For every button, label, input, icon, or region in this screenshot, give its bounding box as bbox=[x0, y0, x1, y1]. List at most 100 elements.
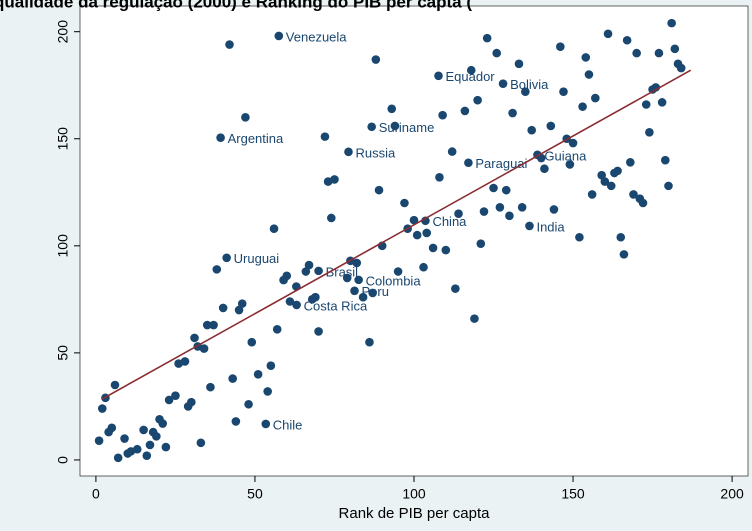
point bbox=[387, 104, 397, 114]
point bbox=[549, 205, 559, 214]
point bbox=[657, 98, 667, 107]
point bbox=[367, 122, 376, 132]
point-label: Chile bbox=[273, 417, 303, 432]
point bbox=[540, 164, 549, 174]
point bbox=[616, 232, 626, 242]
point bbox=[301, 267, 311, 276]
point bbox=[158, 419, 168, 428]
point-label: Paraguai bbox=[475, 156, 527, 171]
point bbox=[508, 108, 517, 118]
point bbox=[514, 59, 524, 69]
point bbox=[546, 121, 556, 131]
point bbox=[320, 132, 330, 141]
point bbox=[587, 190, 597, 199]
point bbox=[489, 183, 498, 193]
point-label: Equador bbox=[445, 69, 495, 84]
point-label: Bolivia bbox=[510, 77, 549, 92]
point bbox=[501, 185, 511, 195]
point bbox=[619, 250, 629, 259]
point bbox=[190, 333, 199, 343]
point bbox=[438, 110, 447, 120]
point bbox=[196, 438, 206, 448]
point bbox=[505, 211, 514, 221]
point bbox=[409, 215, 419, 225]
point-label: Suriname bbox=[379, 120, 435, 135]
point bbox=[263, 387, 272, 396]
point bbox=[556, 42, 565, 51]
point bbox=[152, 432, 161, 441]
point-label: Argentina bbox=[228, 131, 284, 146]
point bbox=[107, 423, 117, 433]
point bbox=[454, 209, 463, 218]
point bbox=[460, 106, 470, 116]
point bbox=[622, 35, 632, 45]
point bbox=[311, 292, 320, 302]
point bbox=[266, 361, 276, 371]
point bbox=[354, 275, 363, 285]
point-label: Colombia bbox=[366, 273, 422, 288]
point bbox=[113, 453, 123, 463]
point bbox=[466, 65, 476, 75]
point-label: Costa Rica bbox=[304, 298, 368, 313]
y-tick-label: 50 bbox=[55, 345, 71, 361]
point bbox=[202, 320, 212, 330]
point bbox=[575, 232, 584, 242]
point-label: Uruguai bbox=[234, 251, 280, 266]
point bbox=[206, 382, 215, 392]
point bbox=[521, 87, 530, 96]
point bbox=[342, 273, 352, 283]
point bbox=[164, 395, 174, 405]
point bbox=[479, 207, 489, 216]
point bbox=[247, 337, 257, 347]
point bbox=[94, 436, 104, 445]
point bbox=[632, 48, 641, 58]
point bbox=[412, 230, 422, 240]
point bbox=[451, 284, 460, 293]
point bbox=[527, 125, 536, 135]
point bbox=[212, 265, 222, 274]
point bbox=[142, 451, 152, 460]
point bbox=[629, 190, 638, 199]
x-axis-title: Rank de PIB per capta bbox=[339, 505, 491, 522]
point bbox=[330, 175, 339, 184]
point bbox=[421, 216, 430, 226]
point bbox=[244, 399, 253, 409]
point bbox=[228, 374, 237, 383]
point bbox=[304, 260, 314, 270]
point bbox=[476, 239, 486, 248]
point bbox=[606, 181, 616, 191]
point bbox=[97, 404, 107, 413]
point bbox=[447, 147, 457, 156]
point bbox=[110, 380, 120, 390]
point bbox=[282, 271, 292, 281]
point bbox=[568, 138, 578, 148]
point bbox=[434, 71, 443, 81]
point bbox=[285, 297, 295, 306]
y-tick-label: 200 bbox=[55, 20, 71, 44]
point bbox=[578, 102, 587, 111]
point bbox=[161, 442, 171, 452]
point bbox=[670, 44, 680, 54]
point bbox=[660, 155, 670, 165]
point bbox=[664, 181, 673, 191]
point bbox=[641, 100, 651, 109]
point bbox=[171, 391, 180, 401]
point bbox=[638, 198, 648, 208]
point bbox=[482, 33, 492, 43]
point bbox=[218, 303, 228, 313]
point bbox=[565, 160, 575, 169]
point bbox=[350, 286, 359, 296]
point bbox=[525, 221, 534, 231]
plot-area bbox=[79, 5, 749, 477]
point bbox=[225, 40, 234, 49]
point bbox=[292, 300, 301, 310]
point bbox=[435, 172, 444, 182]
point bbox=[274, 31, 284, 41]
point bbox=[600, 177, 610, 186]
point bbox=[120, 434, 129, 443]
x-tick-label: 200 bbox=[720, 486, 744, 502]
point bbox=[400, 198, 409, 208]
y-tick-label: 0 bbox=[55, 456, 71, 464]
point bbox=[651, 83, 661, 92]
point bbox=[241, 113, 250, 122]
